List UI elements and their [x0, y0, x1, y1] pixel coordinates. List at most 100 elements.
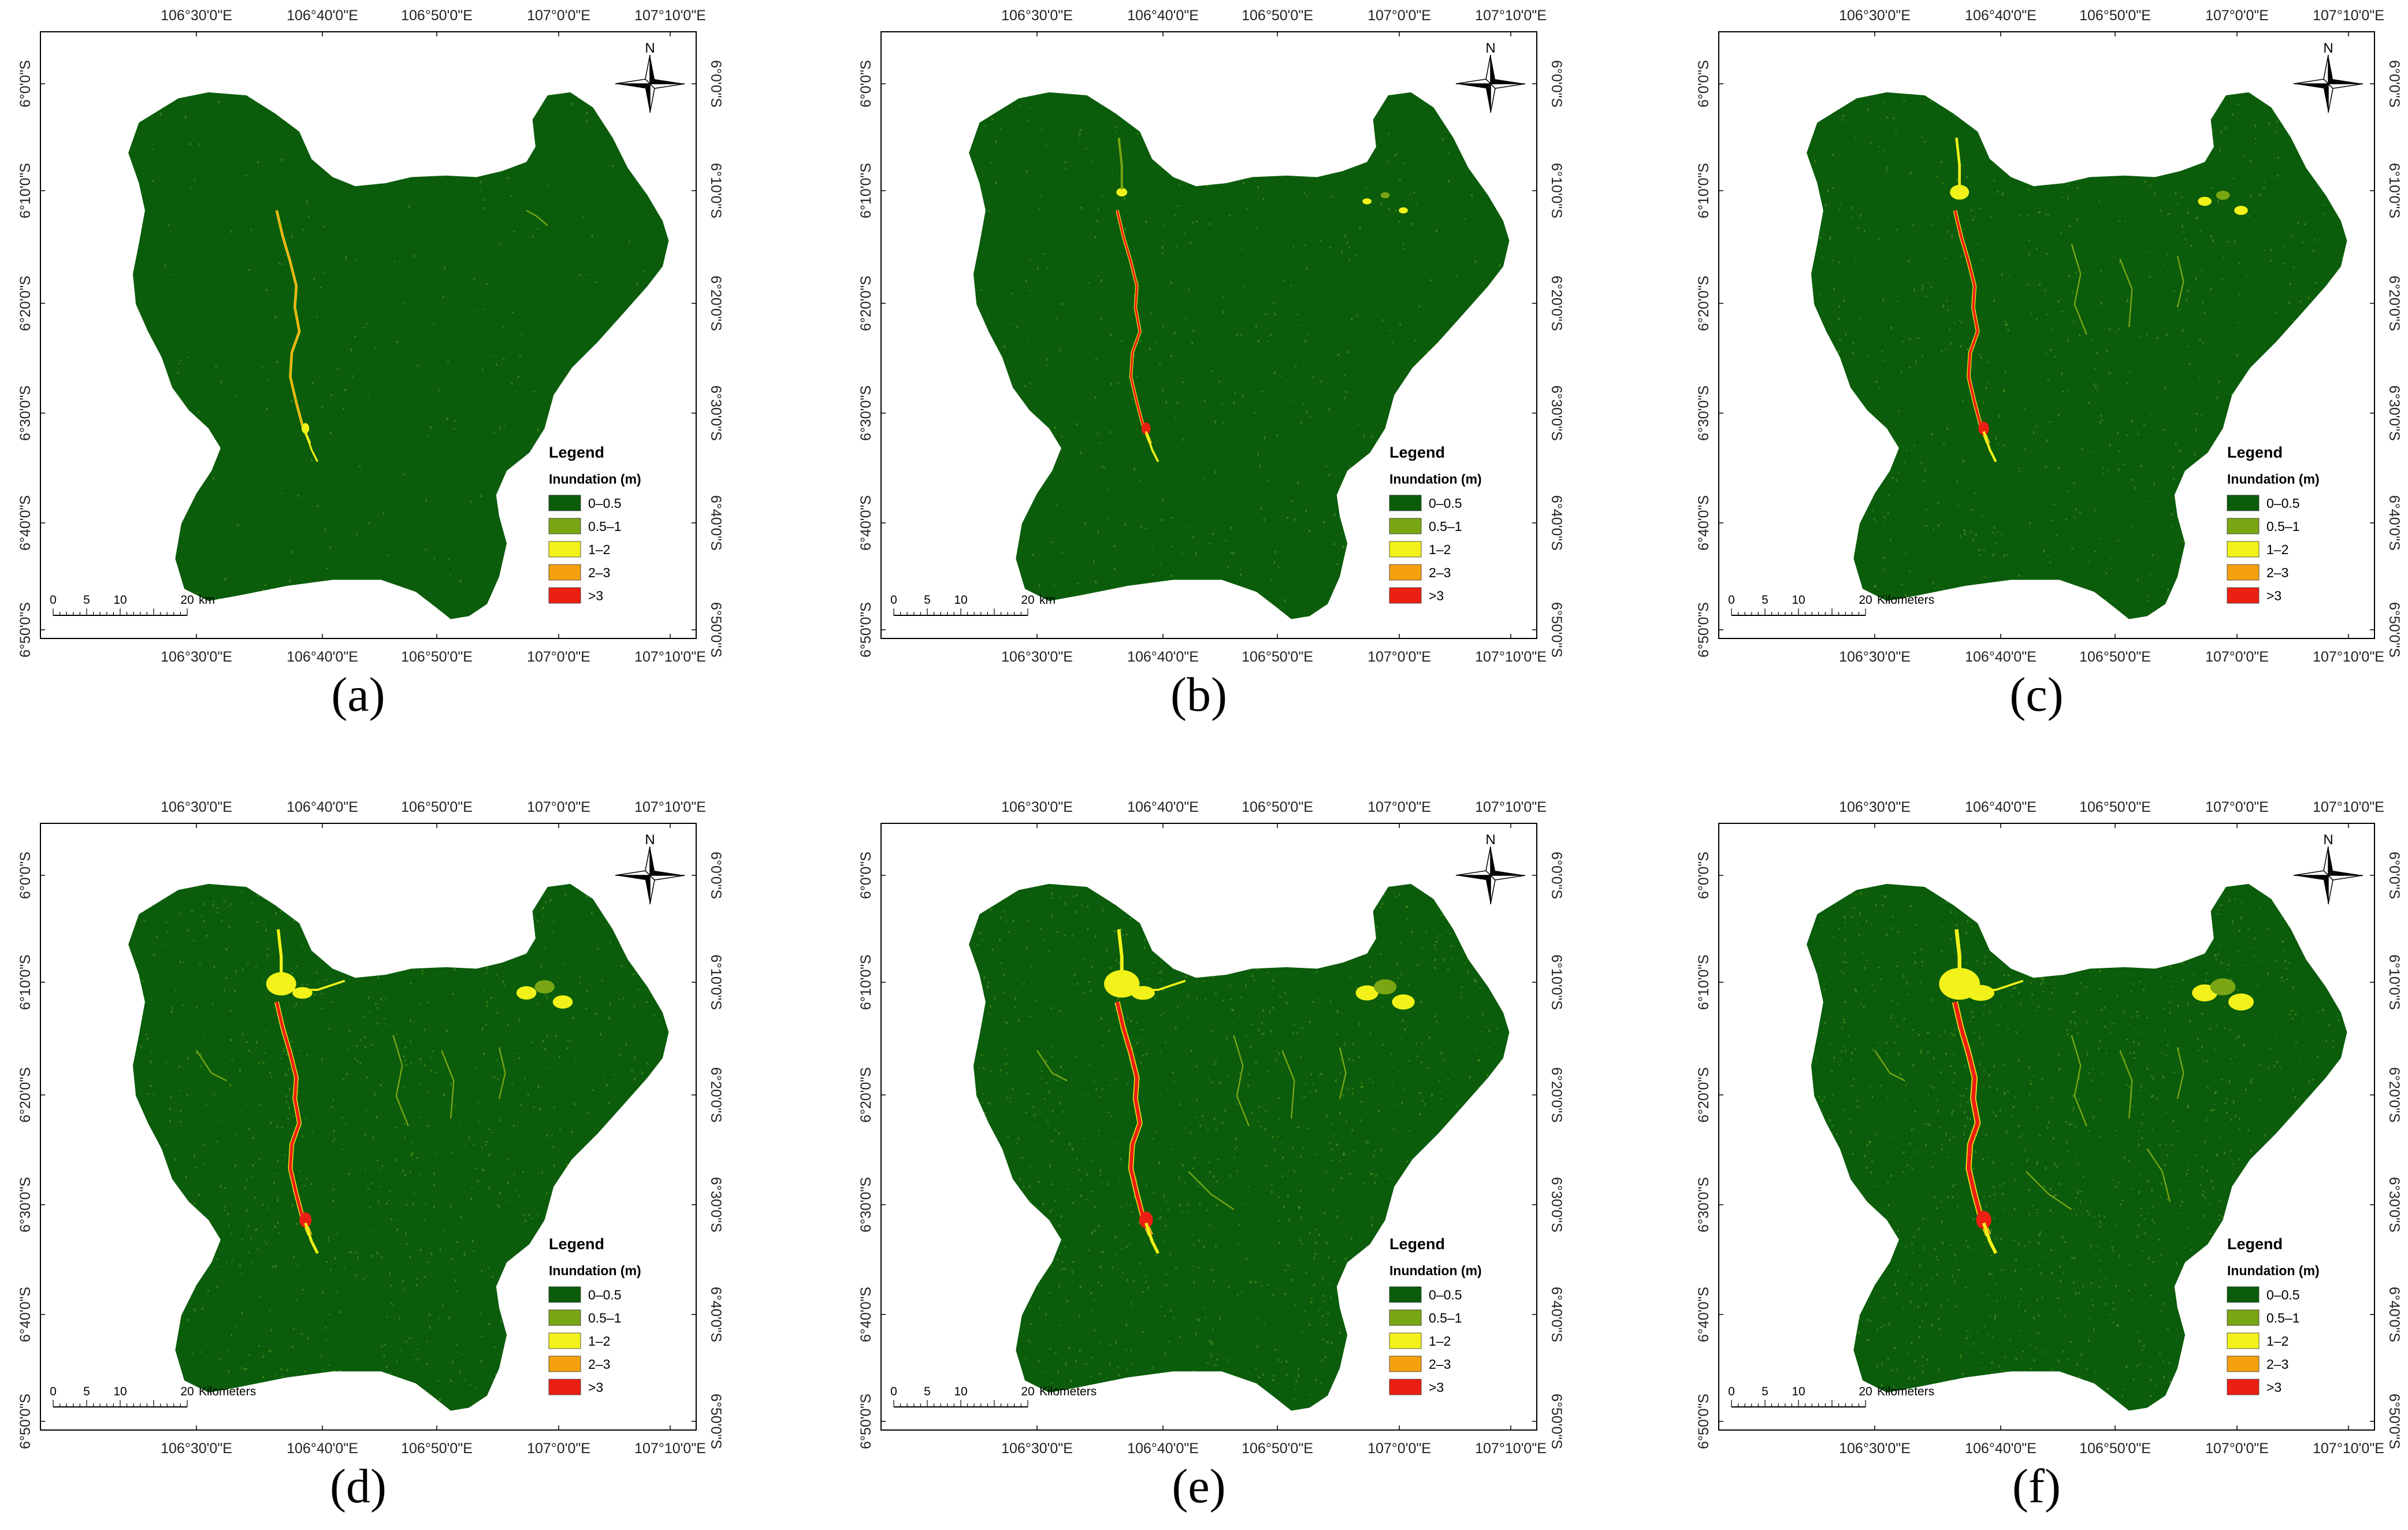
inundation-pixel: [1844, 952, 1846, 955]
inundation-pixel: [1042, 939, 1045, 941]
inundation-pixel: [1051, 541, 1054, 544]
inundation-pixel: [1946, 427, 1949, 430]
inundation-pixel: [1277, 566, 1280, 568]
flood-channel-north: [1117, 138, 1123, 190]
inundation-pixel: [503, 425, 506, 427]
inundation-pixel: [1097, 433, 1099, 435]
inundation-pixel: [1952, 1109, 1954, 1112]
inundation-pixel: [2328, 1024, 2330, 1027]
latitude-label-right: 6°0'0"S: [708, 852, 724, 899]
inundation-pixel: [1282, 1156, 1284, 1159]
inundation-pixel: [1815, 160, 1816, 163]
inundation-pixel: [2202, 342, 2204, 344]
inundation-pixel: [1986, 1157, 1989, 1158]
inundation-pixel: [421, 970, 423, 972]
inundation-pixel: [1382, 319, 1384, 321]
inundation-pixel: [1875, 380, 1878, 383]
inundation-pixel: [1337, 354, 1340, 356]
latitude-label-left: 6°20'0"S: [1696, 276, 1712, 331]
inundation-pixel: [1474, 978, 1476, 981]
inundation-pixel: [480, 181, 482, 183]
inundation-pixel: [281, 1126, 284, 1129]
inundation-pixel: [2113, 1022, 2115, 1025]
inundation-pixel: [1000, 962, 1002, 964]
inundation-pixel: [1962, 400, 1964, 402]
inundation-pixel: [2076, 218, 2078, 221]
scale-bar-label: 0: [890, 593, 897, 607]
inundation-pixel: [1143, 939, 1146, 941]
inundation-pixel: [1076, 982, 1079, 985]
inundation-pixel: [1318, 1234, 1320, 1236]
inundation-pixel: [1212, 1343, 1214, 1346]
inundation-pixel: [1269, 333, 1272, 336]
inundation-pixel: [455, 1279, 456, 1282]
inundation-pixel: [1227, 566, 1229, 568]
longitude-label-top: 106°50'0"E: [2079, 799, 2151, 815]
inundation-pixel: [1924, 469, 1927, 472]
north-arrow-label: N: [2323, 40, 2333, 56]
inundation-pixel: [1474, 980, 1476, 982]
inundation-pixel: [302, 1135, 304, 1138]
inundation-pixel: [1965, 1286, 1967, 1288]
inundation-pixel: [1821, 257, 1823, 259]
inundation-pixel: [1415, 204, 1417, 206]
inundation-pixel: [1852, 342, 1855, 344]
inundation-pixel: [1229, 998, 1232, 1001]
longitude-label-top: 107°0'0"E: [2205, 8, 2269, 24]
inundation-pixel: [288, 1068, 290, 1071]
flood-pool-south: [1141, 422, 1151, 435]
inundation-pixel: [1909, 1143, 1911, 1145]
inundation-pixel: [1995, 543, 1997, 545]
inundation-pixel: [2138, 1042, 2140, 1045]
scale-bar-label: 10: [954, 593, 967, 607]
inundation-pixel: [1361, 1082, 1363, 1084]
inundation-pixel: [1821, 924, 1823, 926]
inundation-pixel: [507, 1158, 509, 1160]
inundation-pixel: [374, 1093, 376, 1095]
inundation-pixel: [2338, 1019, 2340, 1022]
inundation-pixel: [1079, 1286, 1082, 1288]
inundation-pixel: [2146, 333, 2148, 336]
inundation-pixel: [485, 1144, 486, 1146]
inundation-pixel: [2104, 1026, 2106, 1028]
inundation-pixel: [595, 1012, 597, 1015]
inundation-pixel: [1170, 355, 1173, 358]
inundation-pixel: [1072, 896, 1074, 897]
inundation-pixel: [425, 548, 427, 551]
inundation-pixel: [1192, 1370, 1194, 1373]
inundation-pixel: [1300, 1216, 1302, 1219]
latitude-label-right: 6°10'0"S: [708, 955, 724, 1010]
inundation-pixel: [1979, 354, 1981, 356]
inundation-pixel: [1094, 580, 1097, 584]
inundation-pixel: [2041, 1272, 2043, 1275]
inundation-pixel: [2093, 383, 2095, 386]
inundation-pixel: [328, 1313, 330, 1315]
inundation-pixel: [1192, 1167, 1194, 1169]
inundation-pixel: [2105, 572, 2108, 574]
inundation-pixel: [2250, 1081, 2252, 1084]
flood-patch-north: [1116, 188, 1128, 197]
inundation-pixel: [1181, 1164, 1184, 1167]
inundation-pixel: [2313, 239, 2316, 241]
inundation-pixel: [1972, 1217, 1975, 1221]
inundation-pixel: [384, 1343, 386, 1346]
inundation-pixel: [1854, 988, 1856, 991]
inundation-pixel: [1058, 1269, 1061, 1271]
inundation-pixel: [1118, 962, 1120, 964]
inundation-pixel: [1025, 170, 1028, 173]
inundation-pixel: [2110, 558, 2113, 559]
inundation-pixel: [1131, 1046, 1134, 1049]
longitude-label-top: 107°0'0"E: [1367, 799, 1431, 815]
inundation-pixel: [1920, 948, 1923, 950]
inundation-pixel: [1163, 1195, 1165, 1198]
inundation-pixel: [1171, 517, 1173, 519]
inundation-pixel: [1333, 1260, 1336, 1262]
inundation-pixel: [1328, 1142, 1331, 1143]
inundation-pixel: [1823, 1096, 1826, 1098]
inundation-pixel: [322, 1291, 324, 1294]
latitude-label-right: 6°20'0"S: [2386, 276, 2402, 331]
inundation-pixel: [1274, 1149, 1276, 1152]
inundation-pixel: [2181, 224, 2183, 228]
inundation-pixel: [302, 944, 303, 946]
inundation-pixel: [1248, 177, 1251, 179]
